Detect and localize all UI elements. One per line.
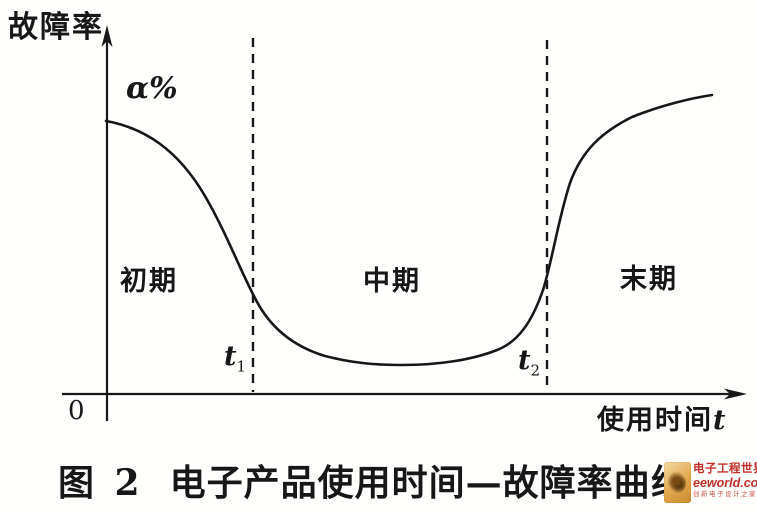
x-axis-label: 使用时间t xyxy=(597,407,725,434)
watermark-text: 电子工程世界 eeworld.com.cn 创新电子设计之家 xyxy=(693,462,757,499)
t2-marker-label: t2 xyxy=(518,347,540,378)
t1-marker-label: t1 xyxy=(224,343,246,374)
figure-number: 图 2 xyxy=(58,462,144,504)
x-axis-label-var: t xyxy=(713,405,726,436)
t2-base: t xyxy=(518,345,531,376)
x-axis-arrow-icon xyxy=(724,388,747,400)
initial-rate-label: α% xyxy=(126,71,178,106)
watermark-site-name: 电子工程世界 xyxy=(693,463,757,475)
y-axis-label: 故障率 xyxy=(8,10,104,45)
t1-base: t xyxy=(224,341,237,372)
t1-subscript: 1 xyxy=(236,357,247,376)
region-label-middle: 中期 xyxy=(363,266,421,297)
region-label-early: 初期 xyxy=(120,266,178,297)
failure-rate-curve xyxy=(104,93,714,367)
origin-label: 0 xyxy=(68,396,85,426)
figure-caption: 图 2 电子产品使用时间—故障率曲线 xyxy=(58,454,688,506)
eeworld-watermark: 电子工程世界 eeworld.com.cn 创新电子设计之家 xyxy=(664,462,757,503)
eeworld-logo-icon xyxy=(664,462,691,503)
watermark-tagline: 创新电子设计之家 xyxy=(693,491,757,498)
figure-title: 电子产品使用时间—故障率曲线 xyxy=(169,462,688,504)
y-axis-arrow-icon xyxy=(101,25,113,47)
region-label-late: 末期 xyxy=(620,264,678,295)
t2-subscript: 2 xyxy=(530,361,541,380)
x-axis-label-text: 使用时间 xyxy=(597,405,713,436)
watermark-site-url: eeworld.com.cn xyxy=(693,476,757,490)
